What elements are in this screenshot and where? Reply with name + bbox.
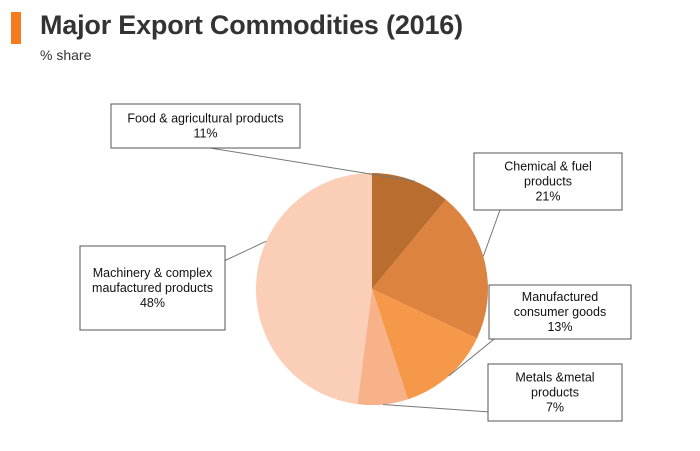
slice-name-label-2: consumer goods <box>514 305 606 319</box>
pie-slice-0 <box>372 173 446 289</box>
slice-name-label-1: Chemical & fuel <box>504 160 592 174</box>
slice-value-label-1: 21% <box>535 190 560 204</box>
pie-slice-4 <box>255 172 372 405</box>
callout-box-1 <box>473 152 623 211</box>
slice-value-label-0: 11% <box>193 127 217 141</box>
slice-name-label-3: Metals &metal <box>515 371 594 385</box>
callout-box-0 <box>110 103 301 149</box>
callout-box-4 <box>79 245 226 331</box>
slice-value-label-4: 48% <box>140 296 165 310</box>
callout-box-3 <box>487 363 623 422</box>
callout-box-2 <box>488 284 632 340</box>
callout-leader-0 <box>209 147 416 182</box>
slice-name-label-1: products <box>524 175 572 189</box>
pie-slice-1 <box>372 199 488 339</box>
slice-name-label-0: Food & agricultural products <box>127 112 283 126</box>
pie-slice-2 <box>372 289 477 400</box>
pie-slices <box>255 172 488 406</box>
chart-title: Major Export Commodities (2016) <box>40 10 463 40</box>
callout-leader-1 <box>482 209 501 257</box>
title-accent-bar <box>11 12 21 44</box>
callout-leader-4 <box>223 240 267 262</box>
slice-name-label-4: maufactured products <box>92 281 213 295</box>
pie-slice-3 <box>357 289 408 406</box>
slice-name-label-3: products <box>531 386 579 400</box>
slice-name-label-4: Machinery & complex <box>93 266 213 280</box>
slice-name-label-2: Manufactured <box>522 290 598 304</box>
callout-leader-3 <box>382 403 491 413</box>
slice-value-label-2: 13% <box>547 320 572 334</box>
chart-subtitle: % share <box>40 47 92 63</box>
slice-value-label-3: 7% <box>546 401 564 415</box>
